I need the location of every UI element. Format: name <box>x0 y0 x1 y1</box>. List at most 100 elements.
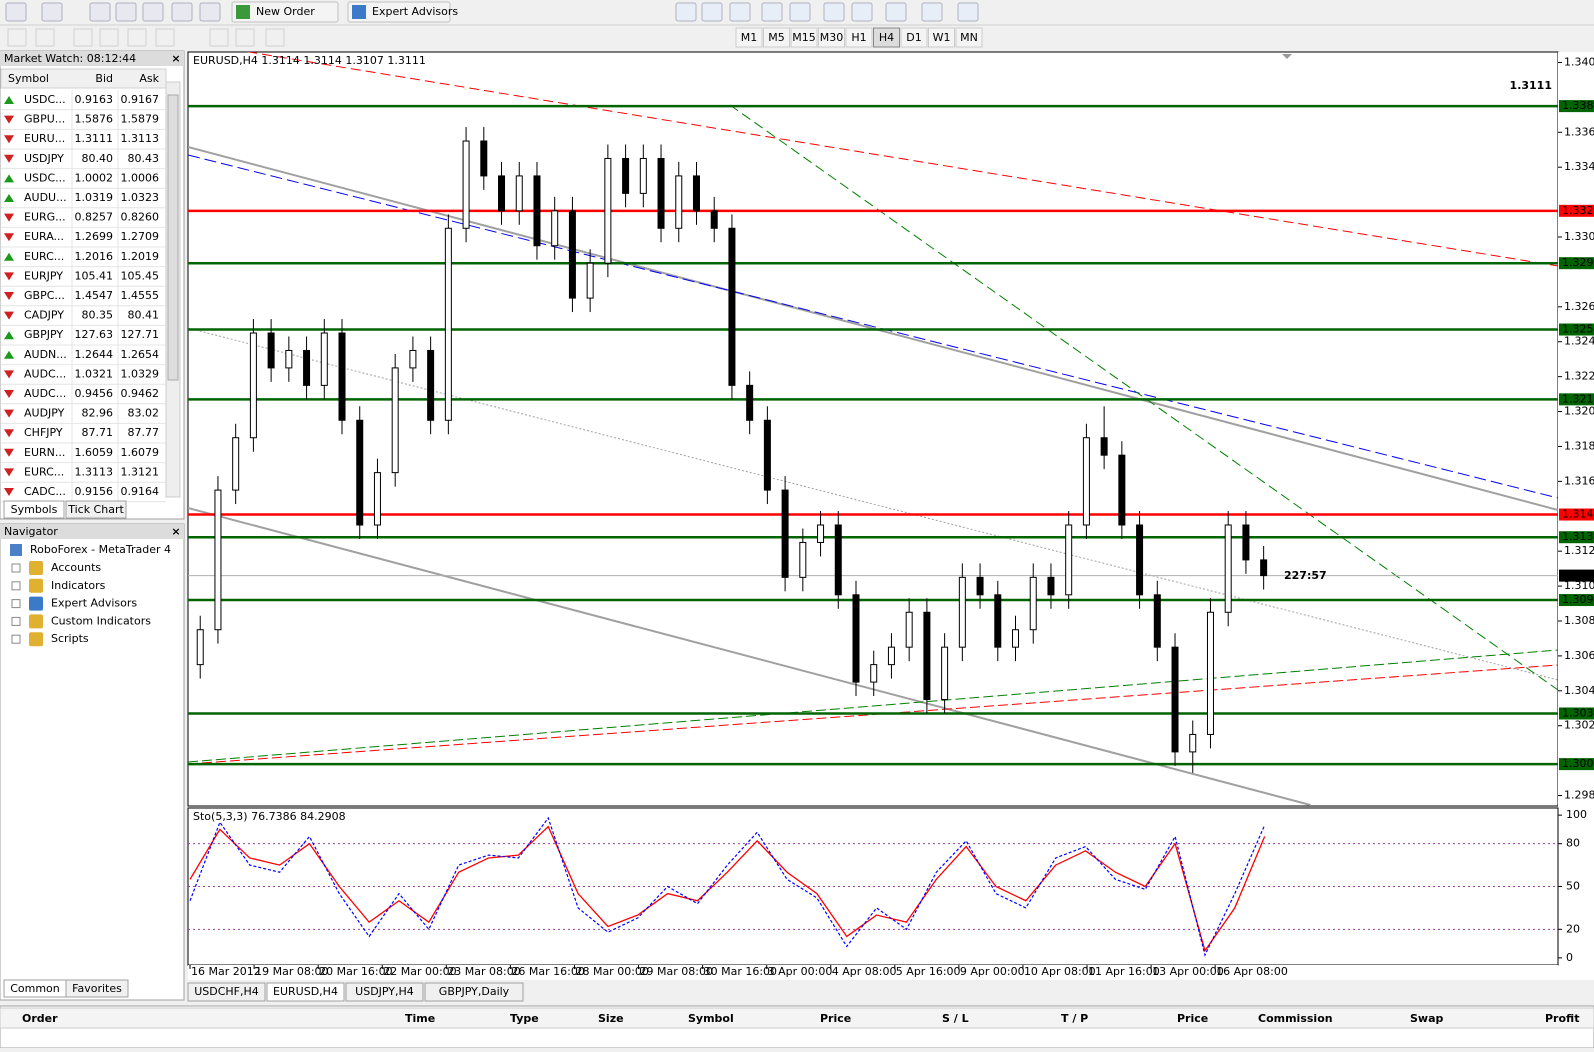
expand-box[interactable] <box>11 581 21 591</box>
toolbar-button[interactable] <box>957 2 979 22</box>
symbol[interactable]: GBPJPY <box>24 328 63 341</box>
chart-tab[interactable] <box>424 982 524 1002</box>
toolbar-button[interactable] <box>231 1 339 23</box>
tool-button[interactable] <box>99 28 119 47</box>
tab-label[interactable]: Common <box>10 982 60 995</box>
toolbar-button[interactable] <box>171 2 193 22</box>
symbol[interactable]: EURN... <box>24 446 65 459</box>
expand-box[interactable] <box>11 616 21 626</box>
timeframe-button[interactable] <box>873 27 900 48</box>
symbol[interactable]: EURA... <box>24 230 64 243</box>
toolbar-button[interactable] <box>851 2 873 22</box>
symbol[interactable]: EURC... <box>24 465 64 478</box>
symbol[interactable]: CHFJPY <box>24 426 63 439</box>
symbol[interactable]: USDC... <box>24 93 66 106</box>
toolbar-button[interactable] <box>729 2 751 22</box>
tree-item[interactable]: Custom Indicators <box>51 614 151 627</box>
toolbar-button[interactable] <box>41 2 63 22</box>
timeframe-button[interactable] <box>790 27 818 48</box>
chart-tab-label[interactable]: EURUSD,H4 <box>273 985 338 998</box>
symbol[interactable]: AUDN... <box>24 348 67 361</box>
tree-item[interactable]: Accounts <box>51 561 101 574</box>
tool-button[interactable] <box>265 28 285 47</box>
tool-button[interactable] <box>35 28 55 47</box>
symbol[interactable]: AUDC... <box>24 367 66 380</box>
timeframe-label[interactable]: H4 <box>879 31 894 44</box>
panel-tab[interactable] <box>3 500 65 519</box>
timeframe-button[interactable] <box>763 27 790 48</box>
toolbar-button[interactable] <box>347 1 451 23</box>
chart-tab[interactable] <box>187 982 266 1002</box>
tool-button[interactable] <box>235 28 255 47</box>
toolbar-button[interactable] <box>921 2 943 22</box>
toolbar-button[interactable] <box>115 2 137 22</box>
order-column[interactable]: S / L <box>942 1012 969 1025</box>
chart-tab-label[interactable]: USDJPY,H4 <box>355 985 414 998</box>
symbol[interactable]: CADC... <box>24 485 66 498</box>
expand-box[interactable] <box>11 634 21 644</box>
symbol[interactable]: AUDU... <box>24 191 67 204</box>
toolbar-button[interactable] <box>761 2 783 22</box>
symbol[interactable]: AUDJPY <box>24 407 65 420</box>
symbol[interactable]: CADJPY <box>24 309 64 322</box>
timeframe-button[interactable] <box>928 27 955 48</box>
column-header[interactable]: Ask <box>139 72 159 85</box>
order-column[interactable]: Profit <box>1545 1012 1579 1025</box>
symbol[interactable]: EURU... <box>24 132 65 145</box>
tool-button[interactable] <box>73 28 93 47</box>
tab-label[interactable]: Favorites <box>72 982 122 995</box>
tool-button[interactable] <box>127 28 147 47</box>
order-column[interactable]: Swap <box>1410 1012 1444 1025</box>
timeframe-label[interactable]: M30 <box>820 31 844 44</box>
toolbar-button[interactable] <box>701 2 723 22</box>
symbol[interactable]: USDJPY <box>24 152 64 165</box>
symbol[interactable]: AUDC... <box>24 387 66 400</box>
order-column[interactable]: Symbol <box>688 1012 734 1025</box>
button-label[interactable]: Expert Advisors <box>372 5 458 18</box>
timeframe-button[interactable] <box>818 27 845 48</box>
tool-button[interactable] <box>155 28 175 47</box>
order-column[interactable]: Commission <box>1258 1012 1333 1025</box>
column-header[interactable]: Bid <box>95 72 113 85</box>
timeframe-label[interactable]: MN <box>960 31 978 44</box>
tree-root[interactable]: RoboForex - MetaTrader 4 <box>30 543 171 556</box>
tab-label[interactable]: Symbols <box>11 503 58 516</box>
symbol[interactable]: GBPC... <box>24 289 65 302</box>
symbol[interactable]: GBPU... <box>24 113 65 126</box>
chart-tab-label[interactable]: GBPJPY,Daily <box>439 985 510 998</box>
button-label[interactable]: New Order <box>256 5 315 18</box>
panel-tab[interactable] <box>65 979 129 998</box>
symbol[interactable]: EURJPY <box>24 269 63 282</box>
close-button[interactable]: × <box>171 525 180 538</box>
order-column[interactable]: Order <box>22 1012 58 1025</box>
toolbar-button[interactable] <box>675 2 697 22</box>
scrollbar-thumb[interactable] <box>167 94 179 381</box>
toolbar-button[interactable] <box>142 2 164 22</box>
timeframe-label[interactable]: M5 <box>768 31 785 44</box>
toolbar-button[interactable] <box>789 2 811 22</box>
tree-item[interactable]: Expert Advisors <box>51 597 137 610</box>
timeframe-label[interactable]: D1 <box>906 31 921 44</box>
order-column[interactable]: Time <box>405 1012 435 1025</box>
toolbar-button[interactable] <box>89 2 111 22</box>
timeframe-label[interactable]: M15 <box>792 31 816 44</box>
order-column[interactable]: Size <box>598 1012 624 1025</box>
tool-button[interactable] <box>209 28 229 47</box>
panel-tab[interactable] <box>65 500 127 519</box>
timeframe-button[interactable] <box>955 27 983 48</box>
timeframe-button[interactable] <box>900 27 928 48</box>
column-header[interactable]: Symbol <box>8 72 49 85</box>
toolbar-button[interactable] <box>199 2 221 22</box>
chart-tab[interactable] <box>345 982 424 1002</box>
chart-tab[interactable] <box>266 982 345 1002</box>
expand-box[interactable] <box>11 599 21 609</box>
toolbar-button[interactable] <box>885 2 907 22</box>
expand-box[interactable] <box>11 563 21 573</box>
toolbar-button[interactable] <box>823 2 845 22</box>
close-button[interactable]: × <box>171 52 180 65</box>
toolbar-button[interactable] <box>5 2 27 22</box>
timeframe-label[interactable]: M1 <box>741 31 758 44</box>
symbol[interactable]: EURC... <box>24 250 64 263</box>
tool-button[interactable] <box>7 28 27 47</box>
order-column[interactable]: Price <box>1177 1012 1208 1025</box>
